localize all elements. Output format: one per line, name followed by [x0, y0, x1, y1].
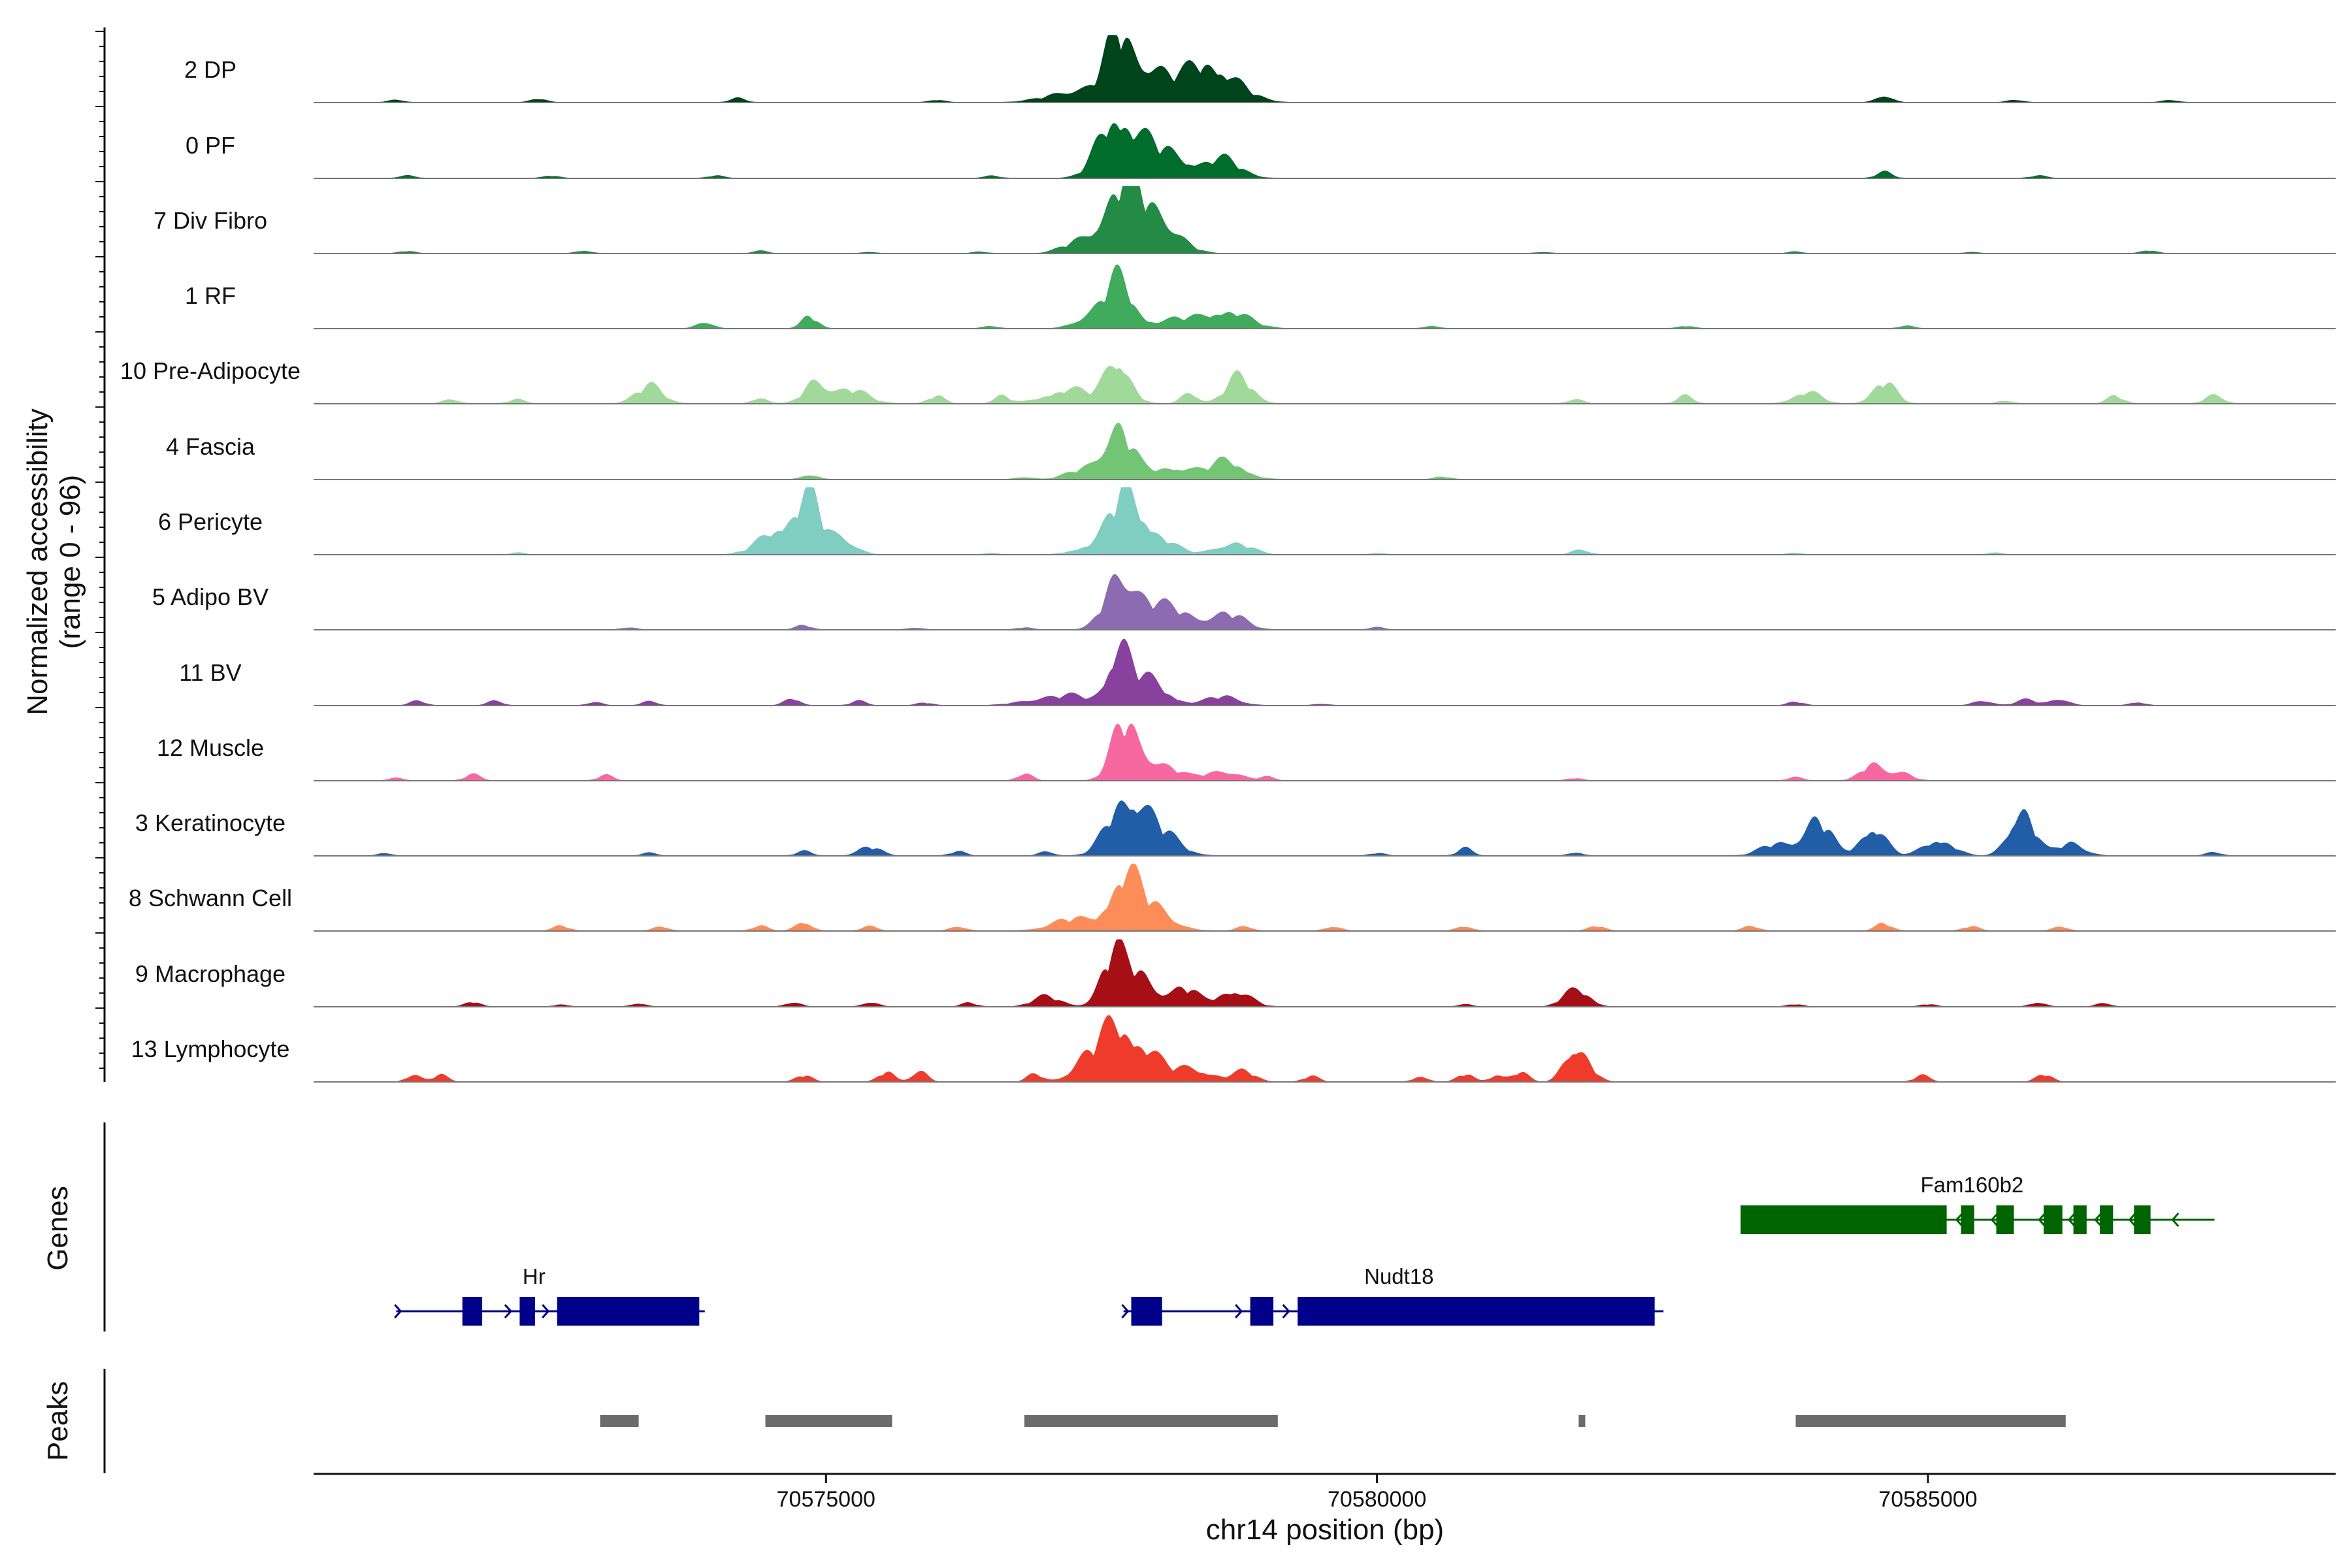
y-axis-title-range: (range 0 - 96): [54, 475, 86, 649]
track-label: 9 Macrophage: [135, 960, 286, 987]
track-10-pre-adipocyte: 10 Pre-Adipocyte: [120, 357, 2336, 404]
strand-arrow: [1235, 1303, 1243, 1319]
track-7-div-fibro: 7 Div Fibro: [154, 186, 2336, 254]
gene-exon: [2073, 1205, 2087, 1234]
gene-label: Nudt18: [1364, 1264, 1433, 1288]
track-6-pericyte: 6 Pericyte: [158, 487, 2336, 555]
track-label: 0 PF: [186, 132, 235, 159]
genes-panel-title: Genes: [42, 1186, 74, 1271]
track-label: 8 Schwann Cell: [129, 885, 292, 911]
track-label: 12 Muscle: [157, 734, 264, 761]
track-label: 4 Fascia: [166, 433, 255, 460]
gene-hr: Hr: [394, 1264, 705, 1326]
track-5-adipo-bv: 5 Adipo BV: [152, 574, 2336, 630]
gene-exon: [1740, 1205, 1947, 1234]
track-1-rf: 1 RF: [185, 264, 2336, 329]
track-label: 5 Adipo BV: [152, 583, 269, 610]
track-label: 11 BV: [179, 659, 241, 686]
gene-fam160b2: Fam160b2: [1740, 1173, 2215, 1234]
gene-label: Hr: [523, 1264, 546, 1288]
track-9-macrophage: 9 Macrophage: [135, 939, 2336, 1007]
y-axis-title: Normalized accessibility: [22, 408, 54, 715]
strand-arrow: [2038, 1212, 2046, 1228]
track-label: 13 Lymphocyte: [131, 1036, 290, 1062]
track-label: 7 Div Fibro: [154, 207, 267, 234]
coverage-area: [314, 487, 2336, 555]
gene-exon: [1961, 1205, 1974, 1234]
peaks-panel-title: Peaks: [42, 1381, 74, 1461]
strand-arrow: [394, 1303, 402, 1319]
coverage-area: [314, 800, 2336, 856]
track-3-keratinocyte: 3 Keratinocyte: [135, 800, 2336, 857]
peak-region: [1578, 1415, 1586, 1427]
gene-exon: [462, 1297, 483, 1326]
peak-region: [765, 1415, 892, 1427]
gene-exon: [2100, 1205, 2114, 1234]
coverage-area: [314, 366, 2336, 404]
peak-region: [1024, 1415, 1278, 1427]
track-12-muscle: 12 Muscle: [157, 723, 2336, 781]
peak-region: [1795, 1415, 2066, 1427]
peak-track: [600, 1415, 2066, 1427]
gene-exon: [519, 1297, 536, 1326]
peak-region: [600, 1415, 639, 1427]
track-label: 2 DP: [184, 56, 237, 83]
strand-arrow: [1282, 1303, 1290, 1319]
track-11-bv: 11 BV: [179, 638, 2336, 706]
track-0-pf: 0 PF: [186, 123, 2336, 179]
track-8-schwann-cell: 8 Schwann Cell: [129, 863, 2336, 932]
gene-exon: [1131, 1297, 1162, 1326]
gene-exon: [2134, 1205, 2151, 1234]
gene-label: Fam160b2: [1921, 1173, 2024, 1197]
track-4-fascia: 4 Fascia: [166, 422, 2336, 480]
strand-arrow: [2128, 1212, 2136, 1228]
strand-arrow: [2094, 1212, 2102, 1228]
track-13-lymphocyte: 13 Lymphocyte: [131, 1015, 2336, 1083]
strand-arrow: [1990, 1212, 1999, 1228]
gene-annotation-track: Fam160b2 Hr Nudt18: [394, 1173, 2215, 1326]
gene-exon: [557, 1297, 700, 1326]
gene-exon: [1298, 1297, 1655, 1326]
strand-arrow: [1121, 1303, 1130, 1319]
track-label: 1 RF: [185, 282, 236, 309]
strand-arrow: [2067, 1212, 2076, 1228]
coverage-y-ticks: [95, 31, 105, 1069]
strand-arrow: [542, 1303, 550, 1319]
x-tick-label: 70575000: [777, 1487, 875, 1512]
track-2-dp: 2 DP: [184, 35, 2336, 103]
gene-exon: [2044, 1205, 2063, 1234]
track-label: 10 Pre-Adipocyte: [120, 357, 301, 384]
x-tick-label: 70580000: [1328, 1487, 1426, 1512]
x-axis-ticks: 70575000 70580000 70585000: [777, 1474, 1978, 1512]
strand-arrow: [1955, 1212, 1963, 1228]
strand-arrow: [504, 1303, 512, 1319]
gene-nudt18: Nudt18: [1121, 1264, 1664, 1326]
gene-exon: [1996, 1205, 2014, 1234]
x-axis-title: chr14 position (bp): [1206, 1514, 1444, 1546]
x-tick-label: 70585000: [1878, 1487, 1977, 1512]
strand-arrow: [2171, 1212, 2180, 1228]
track-label: 6 Pericyte: [158, 508, 263, 535]
gene-exon: [1250, 1297, 1274, 1326]
coverage-tracks: 2 DP 0 PF 7 Div Fibro 1 RF 10 Pre-Adipocyte 4…: [120, 35, 2336, 1083]
track-label: 3 Keratinocyte: [135, 809, 286, 836]
